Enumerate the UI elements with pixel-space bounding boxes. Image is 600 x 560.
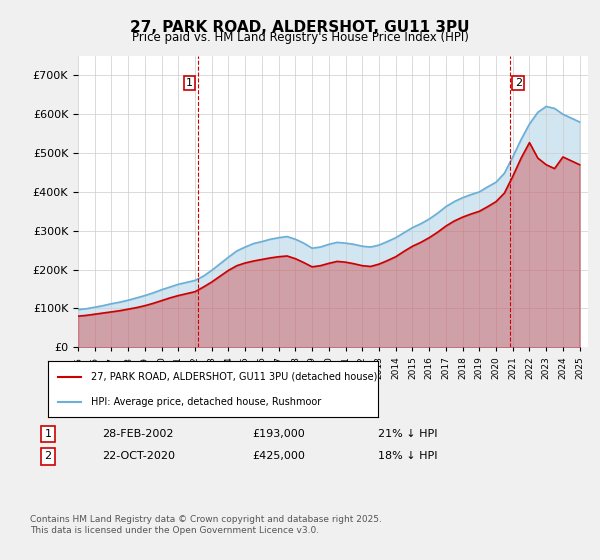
Text: 27, PARK ROAD, ALDERSHOT, GU11 3PU (detached house): 27, PARK ROAD, ALDERSHOT, GU11 3PU (deta… [91, 372, 377, 382]
Text: 1: 1 [186, 78, 193, 88]
Text: 1: 1 [44, 429, 52, 439]
Text: 22-OCT-2020: 22-OCT-2020 [102, 451, 175, 461]
Text: £425,000: £425,000 [252, 451, 305, 461]
Text: 18% ↓ HPI: 18% ↓ HPI [378, 451, 437, 461]
Text: 2: 2 [515, 78, 522, 88]
Text: 21% ↓ HPI: 21% ↓ HPI [378, 429, 437, 439]
Text: Contains HM Land Registry data © Crown copyright and database right 2025.
This d: Contains HM Land Registry data © Crown c… [30, 515, 382, 535]
Text: HPI: Average price, detached house, Rushmoor: HPI: Average price, detached house, Rush… [91, 396, 321, 407]
Text: Price paid vs. HM Land Registry's House Price Index (HPI): Price paid vs. HM Land Registry's House … [131, 31, 469, 44]
Text: £193,000: £193,000 [252, 429, 305, 439]
Text: 2: 2 [44, 451, 52, 461]
Text: 28-FEB-2002: 28-FEB-2002 [102, 429, 173, 439]
Text: 27, PARK ROAD, ALDERSHOT, GU11 3PU: 27, PARK ROAD, ALDERSHOT, GU11 3PU [130, 20, 470, 35]
